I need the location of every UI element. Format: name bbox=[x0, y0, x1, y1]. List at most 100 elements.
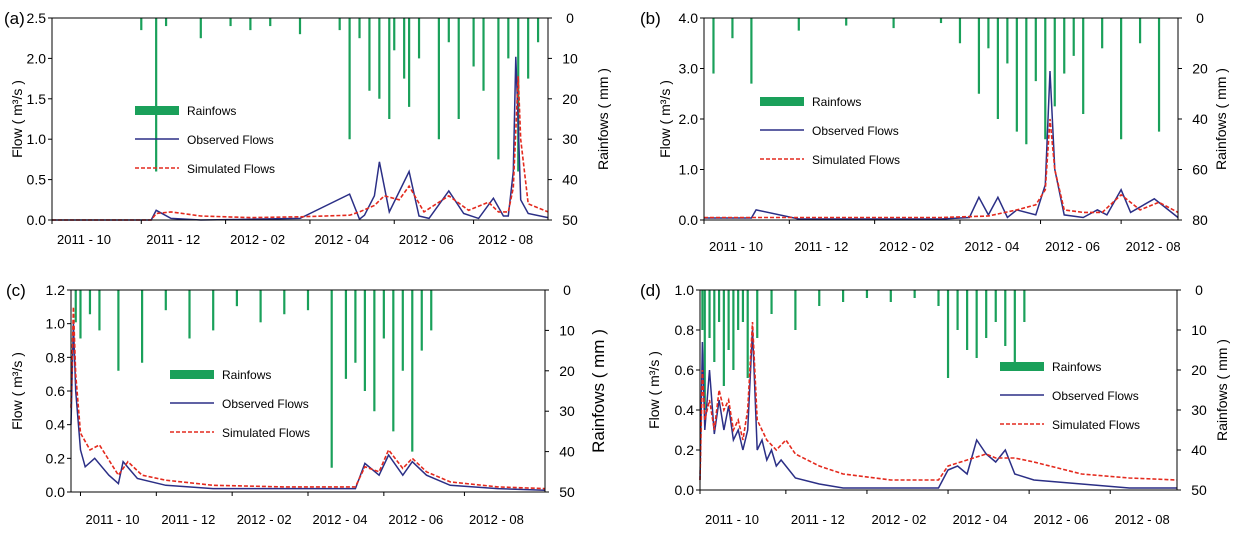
y2-tick-label: 30 bbox=[1191, 402, 1207, 418]
y2-axis-title: Rainfows ( mm ) bbox=[595, 68, 611, 170]
legend-label-simulated: Simulated Flows bbox=[222, 426, 310, 440]
x-tick-label: 2012 - 04 bbox=[953, 512, 1008, 527]
y2-tick-label: 60 bbox=[1192, 162, 1208, 178]
y-axis-title: Flow ( m³/s ) bbox=[9, 80, 25, 158]
y-axis-title: Flow ( m³/s ) bbox=[9, 352, 25, 430]
y2-tick-label: 0 bbox=[566, 10, 574, 26]
y2-tick-label: 20 bbox=[562, 91, 578, 107]
chart-panel-d: 0.0 0.2 0.4 0.6 0.8 1.0 0 10 20 30 40 50 2011 - 10 20… bbox=[640, 281, 1230, 527]
y-tick-label: 1.5 bbox=[27, 91, 47, 107]
y2-tick-label: 50 bbox=[1191, 482, 1207, 498]
legend-label-observed: Observed Flows bbox=[812, 124, 899, 138]
simulated-flow-line bbox=[70, 306, 546, 490]
legend-label-rain: Rainfows bbox=[812, 95, 861, 109]
x-tick-label: 2011 - 10 bbox=[85, 512, 139, 527]
observed-flow-line bbox=[699, 329, 1177, 489]
y2-tick-label: 40 bbox=[1191, 442, 1207, 458]
y2-tick-label: 40 bbox=[1192, 111, 1208, 127]
y-tick-label: 0.4 bbox=[46, 417, 66, 433]
y-tick-label: 0.0 bbox=[46, 484, 66, 500]
legend-label-rain: Rainfows bbox=[1052, 360, 1101, 374]
observed-flow-line bbox=[52, 56, 549, 221]
y-tick-label: 1.0 bbox=[27, 131, 47, 147]
x-tick-label: 2012 - 02 bbox=[871, 512, 926, 527]
y2-tick-label: 0 bbox=[563, 282, 571, 298]
x-tick-label: 2012 - 02 bbox=[237, 512, 292, 527]
x-tick-label: 2012 - 08 bbox=[1115, 512, 1170, 527]
legend-label-simulated: Simulated Flows bbox=[1052, 418, 1140, 432]
legend-label-simulated: Simulated Flows bbox=[812, 153, 900, 167]
y2-tick-label: 30 bbox=[562, 131, 578, 147]
legend: Rainfows Observed Flows Simulated Flows bbox=[1000, 360, 1140, 432]
x-tick-label: 2011 - 10 bbox=[709, 239, 763, 254]
y-tick-label: 1.0 bbox=[675, 282, 695, 298]
y2-tick-label: 80 bbox=[1192, 212, 1208, 228]
x-tick-label: 2012 - 08 bbox=[478, 232, 533, 247]
x-tick-label: 2012 - 06 bbox=[388, 512, 443, 527]
y-tick-label: 2.5 bbox=[27, 10, 47, 26]
y2-tick-label: 50 bbox=[562, 212, 578, 228]
x-tick-label: 2012 - 04 bbox=[313, 512, 368, 527]
y2-tick-label: 30 bbox=[559, 403, 575, 419]
x-tick-label: 2012 - 02 bbox=[230, 232, 285, 247]
y-tick-label: 0.0 bbox=[675, 482, 695, 498]
y-tick-label: 0.5 bbox=[27, 172, 47, 188]
y2-tick-label: 0 bbox=[1195, 282, 1203, 298]
y2-tick-label: 20 bbox=[1191, 362, 1207, 378]
y2-tick-label: 20 bbox=[1192, 61, 1208, 77]
y2-tick-label: 40 bbox=[562, 172, 578, 188]
panel-label: (a) bbox=[4, 9, 25, 28]
x-tick-label: 2012 - 04 bbox=[314, 232, 369, 247]
legend-label-observed: Observed Flows bbox=[1052, 389, 1139, 403]
simulated-flow-line bbox=[699, 321, 1178, 481]
legend-rain-swatch bbox=[135, 106, 179, 115]
plot-frame bbox=[51, 17, 549, 221]
legend-rain-swatch bbox=[170, 370, 214, 379]
y-tick-label: 0.0 bbox=[27, 212, 47, 228]
y2-axis-title: Rainfows ( mm ) bbox=[589, 329, 608, 453]
y2-tick-label: 0 bbox=[1196, 10, 1204, 26]
legend-label-simulated: Simulated Flows bbox=[187, 162, 275, 176]
y-tick-label: 2.0 bbox=[679, 111, 699, 127]
y-tick-label: 0.2 bbox=[675, 442, 695, 458]
legend: Rainfows Observed Flows Simulated Flows bbox=[760, 95, 900, 167]
simulated-flow-line bbox=[52, 76, 549, 221]
x-tick-label: 2012 - 06 bbox=[1034, 512, 1089, 527]
x-tick-label: 2011 - 12 bbox=[161, 512, 215, 527]
x-tick-label: 2011 - 12 bbox=[146, 232, 200, 247]
x-tick-label: 2012 - 06 bbox=[399, 232, 454, 247]
y-axis-title: Flow ( m³/s ) bbox=[646, 351, 662, 429]
x-tick-label: 2012 - 08 bbox=[1126, 239, 1181, 254]
chart-panel-b: 0.0 1.0 2.0 3.0 4.0 0 20 40 60 80 2011 - 10 2011 - … bbox=[640, 9, 1229, 254]
y2-tick-label: 10 bbox=[559, 322, 575, 338]
x-tick-label: 2011 - 10 bbox=[57, 232, 111, 247]
y2-tick-label: 10 bbox=[562, 50, 578, 66]
y-tick-label: 3.0 bbox=[679, 61, 699, 77]
y2-axis-title: Rainfows ( mm ) bbox=[1213, 68, 1229, 170]
x-tick-label: 2012 - 04 bbox=[964, 239, 1019, 254]
y2-tick-label: 50 bbox=[559, 484, 575, 500]
y2-tick-label: 40 bbox=[559, 444, 575, 460]
legend: Rainfows Observed Flows Simulated Flows bbox=[135, 104, 275, 176]
legend: Rainfows Observed Flows Simulated Flows bbox=[170, 368, 310, 440]
legend-label-rain: Rainfows bbox=[222, 368, 271, 382]
legend-label-observed: Observed Flows bbox=[187, 133, 274, 147]
y2-axis-title: Rainfows ( mm ) bbox=[1214, 339, 1230, 441]
x-tick-label: 2011 - 10 bbox=[705, 512, 759, 527]
x-tick-label: 2011 - 12 bbox=[791, 512, 845, 527]
y-tick-label: 1.0 bbox=[46, 316, 66, 332]
y2-tick-label: 20 bbox=[559, 363, 575, 379]
panel-label: (d) bbox=[640, 281, 661, 300]
legend-rain-swatch bbox=[1000, 362, 1044, 371]
plot-frame bbox=[703, 17, 1179, 221]
x-tick-label: 2011 - 12 bbox=[794, 239, 848, 254]
observed-flow-line bbox=[704, 70, 1179, 220]
y-tick-label: 0.8 bbox=[675, 322, 695, 338]
panel-label: (b) bbox=[640, 9, 661, 28]
y-tick-label: 0.6 bbox=[46, 383, 66, 399]
chart-panel-c: 0.0 0.2 0.4 0.6 0.8 1.0 1.2 0 10 20 30 40 50 2011 - 1… bbox=[6, 281, 608, 527]
y2-tick-label: 10 bbox=[1191, 322, 1207, 338]
y-tick-label: 2.0 bbox=[27, 50, 47, 66]
